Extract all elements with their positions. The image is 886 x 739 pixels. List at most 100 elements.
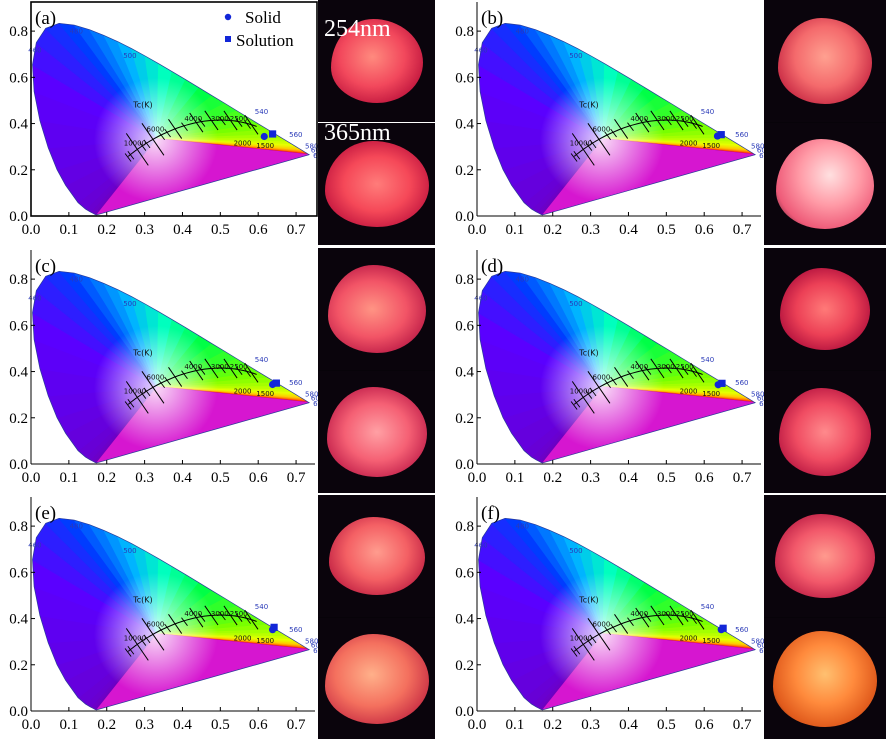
cct-title: Tc(K) xyxy=(132,595,152,604)
isotherm-line xyxy=(635,112,650,133)
isotherm-tick xyxy=(124,401,132,410)
planckian-locus xyxy=(573,119,703,157)
photo-254nm-a xyxy=(318,0,435,122)
y-tick-label: 0.0 xyxy=(9,457,28,473)
isotherm-line xyxy=(189,607,204,628)
isotherm-line xyxy=(614,119,629,139)
cct-label: 10000 xyxy=(570,140,592,148)
x-tick-label: 0.2 xyxy=(97,222,116,238)
wavelength-label: 580 xyxy=(751,638,764,646)
x-tick-label: 0.5 xyxy=(657,470,676,486)
y-tick-label: 0.2 xyxy=(9,163,28,179)
isotherm-line xyxy=(650,605,665,626)
isotherm-line xyxy=(168,119,183,139)
y-tick-label: 0.2 xyxy=(455,163,474,179)
cct-label: 3000 xyxy=(657,610,675,618)
cct-title: Tc(K) xyxy=(578,348,598,357)
chromaticity-gamut xyxy=(32,518,310,710)
data-point-solution xyxy=(272,379,280,387)
cct-label: 1500 xyxy=(702,390,720,398)
wavelength-label: 560 xyxy=(289,626,302,634)
isotherm-tick xyxy=(127,150,135,160)
cie-panel-c: 10000 6000 4000 3000 2500 2000 1500 Tc(K) 480 500… xyxy=(0,248,327,488)
wavelength-label: 480 xyxy=(70,276,83,284)
cie-panel-d: 10000 6000 4000 3000 2500 2000 1500 Tc(K) 480 500… xyxy=(446,248,773,488)
photo-365nm-d xyxy=(764,371,886,493)
panel-label: (b) xyxy=(481,8,503,29)
cct-label: 4000 xyxy=(630,115,648,123)
y-tick-label: 0.4 xyxy=(455,612,474,628)
wavelength-label: 480 xyxy=(70,523,83,531)
cct-title: Tc(K) xyxy=(132,100,152,109)
spectral-locus xyxy=(478,22,756,216)
powder-image xyxy=(775,514,875,598)
cct-label: 10000 xyxy=(124,635,146,643)
x-tick-label: 0.5 xyxy=(211,222,230,238)
isotherm-tick xyxy=(143,139,151,149)
isotherm-tick xyxy=(585,390,593,399)
isotherm-tick xyxy=(164,128,171,138)
photo-column-b xyxy=(764,0,886,245)
photo-365nm-b xyxy=(764,123,886,245)
isotherm-tick xyxy=(139,637,147,646)
data-point-solution xyxy=(270,623,278,631)
photo-254nm-b xyxy=(764,0,886,122)
y-tick-label: 0.0 xyxy=(455,457,474,473)
y-tick-label: 0.8 xyxy=(9,519,28,535)
isotherm-line xyxy=(223,110,238,131)
y-tick-label: 0.6 xyxy=(455,70,474,86)
cie-panel-a: 10000 6000 4000 3000 2500 2000 1500 Tc(K) 480 500… xyxy=(0,0,327,240)
wavelength-label: 540 xyxy=(255,603,268,611)
wavelength-label: 460 xyxy=(474,47,487,55)
x-tick-label: 0.1 xyxy=(59,222,78,238)
cct-label: 3000 xyxy=(211,115,229,123)
isotherm-tick xyxy=(235,613,243,622)
data-point-solid xyxy=(260,132,268,141)
chromaticity-gamut xyxy=(32,271,310,463)
photo-column-d xyxy=(764,248,886,493)
panel-label: (f) xyxy=(481,503,500,524)
x-tick-label: 0.4 xyxy=(173,717,192,733)
white-point-glow xyxy=(32,518,310,710)
isotherm-tick xyxy=(181,370,188,379)
isotherm-tick xyxy=(681,118,689,127)
y-tick-label: 0.4 xyxy=(9,612,28,628)
y-tick-label: 0.6 xyxy=(9,318,28,334)
isotherm-tick xyxy=(644,118,652,127)
y-tick-label: 0.4 xyxy=(455,117,474,133)
x-tick-label: 0.7 xyxy=(733,470,752,486)
wavelength-label: 580 xyxy=(751,143,764,151)
isotherm-tick xyxy=(665,364,672,374)
x-tick-label: 0.3 xyxy=(135,470,154,486)
x-tick-label: 0.5 xyxy=(657,222,676,238)
isotherm-tick xyxy=(644,366,652,375)
x-tick-label: 0.3 xyxy=(581,470,600,486)
wavelength-label: 560 xyxy=(735,379,748,387)
wavelength-label: 500 xyxy=(569,547,582,555)
x-tick-label: 0.5 xyxy=(657,717,676,733)
cct-label: 1500 xyxy=(702,142,720,150)
isotherm-tick xyxy=(219,116,226,126)
photo-column-f xyxy=(764,495,886,739)
x-tick-label: 0.3 xyxy=(581,222,600,238)
x-tick-label: 0.1 xyxy=(505,717,524,733)
cct-label: 6000 xyxy=(592,126,610,134)
isotherm-tick xyxy=(235,118,243,127)
legend-solid-marker xyxy=(224,13,232,21)
planckian-locus xyxy=(573,367,703,405)
isotherm-tick xyxy=(610,128,617,138)
isotherm-tick xyxy=(644,613,652,622)
wavelength-label: 580 xyxy=(305,391,318,399)
photo-365nm-e xyxy=(318,618,435,739)
x-tick-label: 0.6 xyxy=(695,717,714,733)
panel-label: (c) xyxy=(35,256,56,277)
wavelength-label: 600 xyxy=(311,642,324,650)
wavelength-label: 460 xyxy=(28,47,41,55)
axes-frame xyxy=(30,1,318,217)
spectral-locus xyxy=(32,517,310,711)
cct-title: Tc(K) xyxy=(132,348,152,357)
isotherm-tick xyxy=(198,613,206,622)
x-tick-label: 0.0 xyxy=(468,470,487,486)
